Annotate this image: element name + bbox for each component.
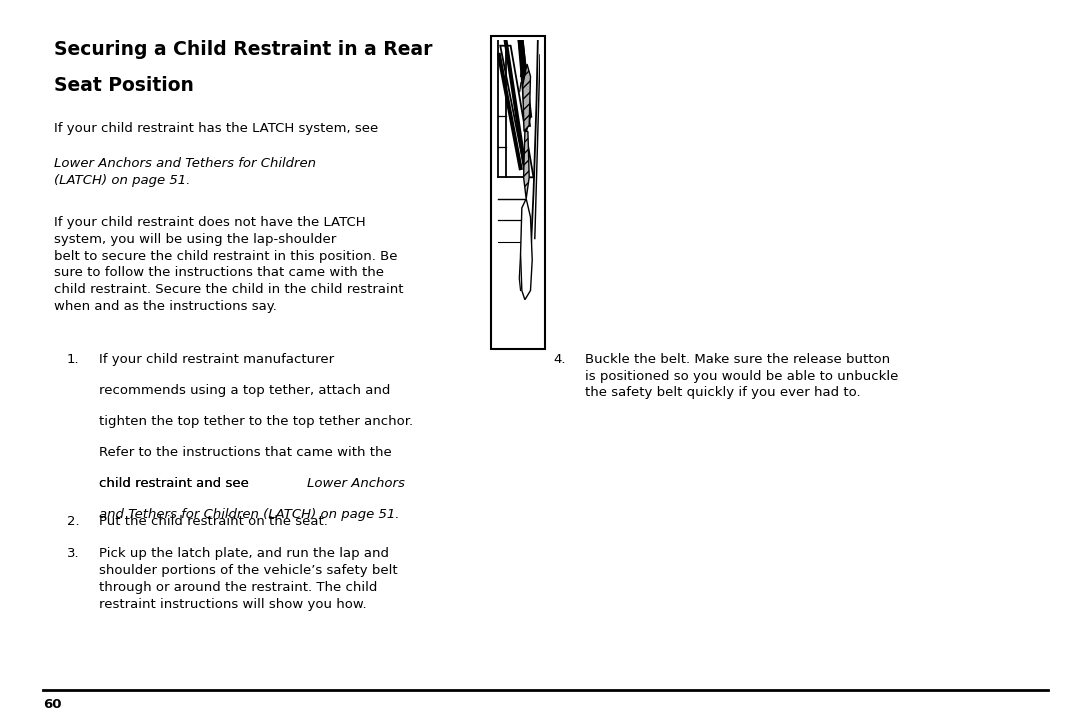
Text: child restraint and see: child restraint and see <box>99 477 254 490</box>
Text: Lower Anchors: Lower Anchors <box>307 477 405 490</box>
Text: tighten the top tether to the top tether anchor.: tighten the top tether to the top tether… <box>99 415 414 428</box>
Text: Put the child restraint on the seat.: Put the child restraint on the seat. <box>99 515 328 528</box>
Text: 2.: 2. <box>67 515 80 528</box>
Text: Securing a Child Restraint in a Rear: Securing a Child Restraint in a Rear <box>54 40 432 58</box>
Text: 3.: 3. <box>67 547 80 560</box>
Text: 60: 60 <box>43 698 62 711</box>
Polygon shape <box>524 131 529 199</box>
Text: Refer to the instructions that came with the: Refer to the instructions that came with… <box>99 446 392 459</box>
Text: Pick up the latch plate, and run the lap and
shoulder portions of the vehicle’s : Pick up the latch plate, and run the lap… <box>99 547 399 611</box>
Text: Buckle the belt. Make sure the release button
is positioned so you would be able: Buckle the belt. Make sure the release b… <box>585 353 899 400</box>
Text: 1.: 1. <box>67 353 80 366</box>
Text: Lower Anchors and Tethers for Children
(LATCH) on page 51.: Lower Anchors and Tethers for Children (… <box>54 157 316 186</box>
Text: child restraint and see: child restraint and see <box>99 477 254 490</box>
Text: Seat Position: Seat Position <box>54 76 194 94</box>
Polygon shape <box>500 46 534 177</box>
Text: and Tethers for Children (LATCH) on page 51.: and Tethers for Children (LATCH) on page… <box>99 508 400 521</box>
Text: If your child restraint manufacturer: If your child restraint manufacturer <box>99 353 335 366</box>
Text: If your child restraint does not have the LATCH
system, you will be using the la: If your child restraint does not have th… <box>54 216 404 313</box>
Text: recommends using a top tether, attach and: recommends using a top tether, attach an… <box>99 384 391 397</box>
Polygon shape <box>518 40 530 131</box>
Bar <box>491 36 545 349</box>
Text: 4.: 4. <box>553 353 566 366</box>
Text: If your child restraint has the LATCH system, see: If your child restraint has the LATCH sy… <box>54 122 378 135</box>
Polygon shape <box>521 199 532 300</box>
Polygon shape <box>523 64 530 131</box>
